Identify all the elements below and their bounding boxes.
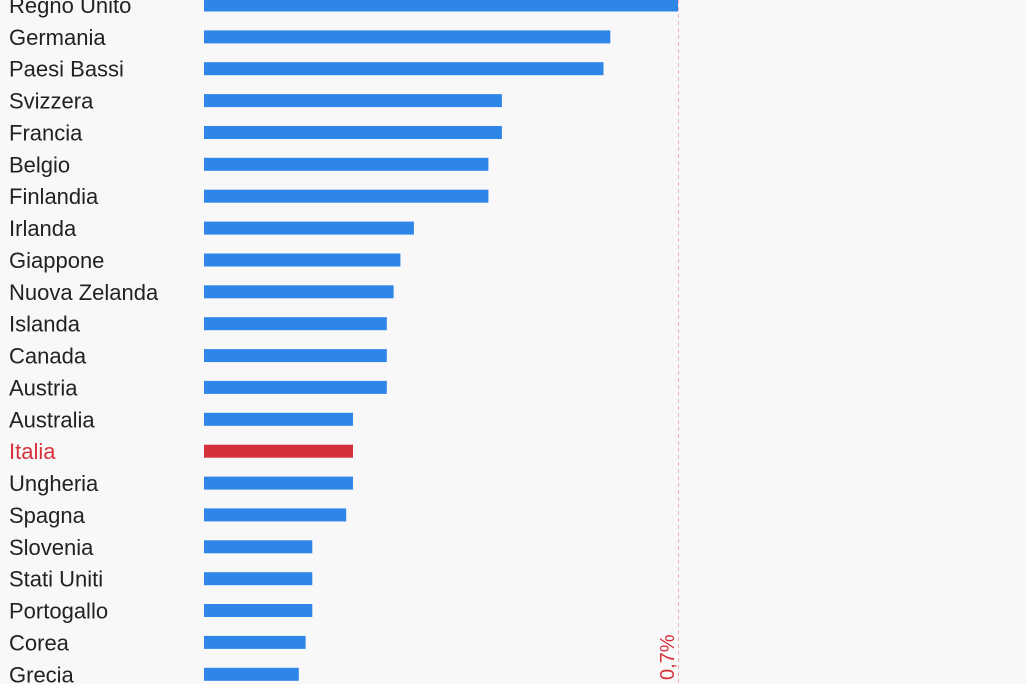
category-labels-group: Regno Unito Germania Paesi Bassi Svizzera Fr… [9, 0, 159, 684]
bar-canada [204, 349, 387, 363]
bar-stati-uniti [204, 572, 313, 586]
category-label-svizzera: Svizzera [9, 89, 94, 114]
category-label-germania: Germania [9, 25, 106, 50]
category-label-austria: Austria [9, 375, 78, 400]
bar-islanda [204, 317, 387, 331]
bars-group [204, 0, 678, 681]
bar-italia [204, 444, 353, 458]
bar-slovenia [204, 540, 313, 554]
category-label-stati-uniti: Stati Uniti [9, 567, 103, 592]
category-label-belgio: Belgio [9, 152, 70, 177]
bar-paesi-bassi [204, 62, 604, 76]
category-label-finlandia: Finlandia [9, 184, 99, 209]
bar-giappone [204, 253, 401, 267]
bar-belgio [204, 157, 489, 171]
reference-line-label: 0,7% [657, 634, 679, 680]
category-label-slovenia: Slovenia [9, 535, 94, 560]
bar-austria [204, 380, 387, 394]
category-label-portogallo: Portogallo [9, 599, 108, 624]
category-label-regno-unito: Regno Unito [9, 0, 131, 18]
bar-germania [204, 30, 611, 44]
category-label-giappone: Giappone [9, 248, 104, 273]
bar-australia [204, 412, 353, 426]
bar-corea [204, 635, 306, 649]
bar-ungheria [204, 476, 353, 490]
category-label-islanda: Islanda [9, 312, 81, 337]
category-label-ungheria: Ungheria [9, 471, 99, 496]
category-label-paesi-bassi: Paesi Bassi [9, 57, 124, 82]
category-label-corea: Corea [9, 630, 70, 655]
bar-spagna [204, 508, 347, 522]
bar-grecia [204, 667, 299, 681]
bar-regno-unito [204, 0, 678, 12]
category-label-francia: Francia [9, 121, 83, 146]
category-label-grecia: Grecia [9, 662, 75, 684]
bar-francia [204, 126, 502, 139]
category-label-irlanda: Irlanda [9, 216, 77, 241]
category-label-italia: Italia [9, 439, 56, 464]
category-label-spagna: Spagna [9, 503, 86, 528]
bar-nuova-zelanda [204, 285, 394, 299]
bar-finlandia [204, 189, 489, 203]
bar-svizzera [204, 94, 502, 108]
category-label-australia: Australia [9, 407, 95, 432]
category-label-nuova-zelanda: Nuova Zelanda [9, 280, 159, 305]
bar-portogallo [204, 604, 313, 617]
bar-irlanda [204, 221, 414, 235]
category-label-canada: Canada [9, 344, 87, 369]
